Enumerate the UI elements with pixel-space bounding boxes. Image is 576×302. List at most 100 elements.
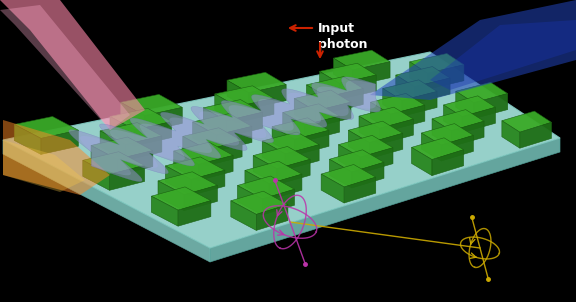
Polygon shape: [207, 141, 242, 165]
Polygon shape: [456, 82, 507, 103]
Polygon shape: [174, 142, 233, 164]
Polygon shape: [245, 170, 269, 200]
Polygon shape: [83, 152, 145, 174]
Polygon shape: [410, 53, 464, 73]
Polygon shape: [135, 122, 172, 146]
Polygon shape: [203, 100, 263, 121]
Polygon shape: [502, 121, 520, 148]
Polygon shape: [117, 151, 153, 175]
Polygon shape: [348, 130, 369, 159]
Polygon shape: [294, 90, 351, 111]
Polygon shape: [272, 118, 329, 139]
Polygon shape: [3, 140, 210, 262]
Polygon shape: [100, 123, 162, 144]
Polygon shape: [100, 131, 126, 160]
Polygon shape: [422, 133, 441, 161]
Polygon shape: [462, 107, 495, 133]
Polygon shape: [14, 124, 41, 154]
Polygon shape: [360, 148, 393, 173]
Polygon shape: [14, 117, 78, 138]
Polygon shape: [245, 161, 302, 184]
Polygon shape: [216, 126, 252, 151]
Polygon shape: [269, 174, 302, 200]
Polygon shape: [69, 77, 381, 182]
Polygon shape: [402, 92, 437, 116]
Polygon shape: [370, 102, 391, 130]
Polygon shape: [174, 151, 199, 180]
Polygon shape: [294, 98, 315, 127]
Polygon shape: [91, 146, 117, 175]
Polygon shape: [380, 119, 414, 144]
Polygon shape: [327, 88, 363, 113]
Polygon shape: [231, 201, 256, 230]
Polygon shape: [191, 170, 225, 195]
Polygon shape: [348, 121, 403, 143]
Polygon shape: [451, 121, 484, 147]
Polygon shape: [215, 94, 237, 123]
Polygon shape: [231, 191, 288, 214]
Polygon shape: [370, 0, 576, 100]
Polygon shape: [370, 93, 425, 114]
Polygon shape: [237, 185, 262, 215]
Polygon shape: [283, 104, 340, 125]
Polygon shape: [272, 127, 294, 155]
Polygon shape: [165, 166, 191, 195]
Polygon shape: [283, 112, 305, 141]
Polygon shape: [321, 165, 376, 187]
Polygon shape: [184, 185, 218, 211]
Polygon shape: [320, 63, 376, 83]
Polygon shape: [120, 102, 145, 132]
Polygon shape: [382, 88, 402, 116]
Polygon shape: [227, 80, 249, 109]
Polygon shape: [411, 138, 464, 159]
Polygon shape: [110, 117, 135, 146]
Polygon shape: [262, 141, 285, 170]
Polygon shape: [158, 172, 218, 195]
Polygon shape: [432, 110, 484, 131]
Polygon shape: [120, 95, 182, 116]
Polygon shape: [344, 177, 376, 203]
Polygon shape: [199, 156, 233, 180]
Polygon shape: [183, 137, 207, 165]
Polygon shape: [329, 150, 384, 172]
Polygon shape: [80, 80, 376, 175]
Polygon shape: [256, 204, 288, 230]
Polygon shape: [192, 122, 216, 151]
Polygon shape: [320, 71, 339, 99]
Polygon shape: [430, 20, 576, 90]
Polygon shape: [145, 108, 182, 132]
Polygon shape: [391, 105, 425, 130]
Polygon shape: [192, 114, 252, 135]
Polygon shape: [151, 187, 211, 210]
Polygon shape: [0, 0, 145, 130]
Polygon shape: [165, 157, 225, 179]
Polygon shape: [83, 160, 109, 190]
Polygon shape: [396, 75, 414, 103]
Polygon shape: [306, 76, 363, 97]
Polygon shape: [502, 111, 551, 132]
Polygon shape: [414, 78, 450, 103]
Polygon shape: [396, 66, 450, 87]
Polygon shape: [249, 85, 286, 109]
Polygon shape: [183, 128, 242, 150]
Polygon shape: [334, 58, 353, 86]
Polygon shape: [110, 108, 172, 130]
Text: photon: photon: [318, 38, 367, 51]
Polygon shape: [237, 176, 294, 199]
Polygon shape: [334, 50, 390, 70]
Polygon shape: [151, 196, 178, 226]
Polygon shape: [294, 130, 329, 155]
Polygon shape: [91, 137, 153, 159]
Polygon shape: [382, 80, 437, 100]
Polygon shape: [444, 105, 462, 133]
Polygon shape: [441, 135, 473, 161]
Polygon shape: [237, 98, 274, 123]
Polygon shape: [3, 140, 85, 192]
Polygon shape: [178, 201, 211, 226]
Polygon shape: [3, 120, 110, 195]
Polygon shape: [411, 147, 432, 175]
Text: Input: Input: [318, 22, 355, 35]
Polygon shape: [158, 181, 184, 211]
Polygon shape: [0, 5, 130, 130]
Polygon shape: [520, 122, 551, 148]
